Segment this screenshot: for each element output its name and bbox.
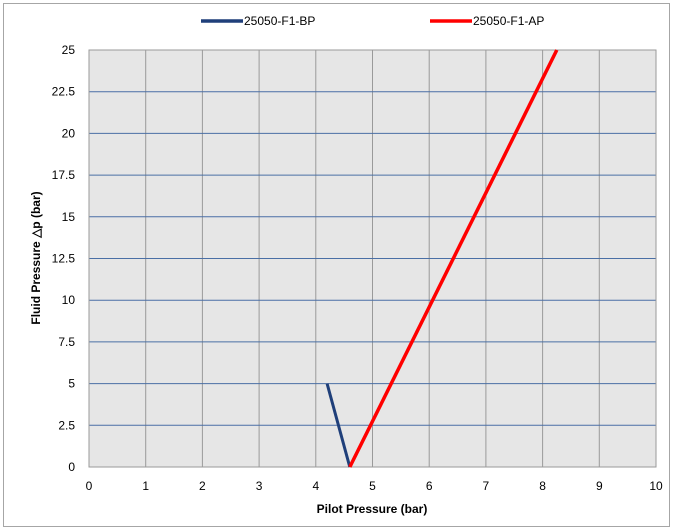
- legend-label: 25050-F1-AP: [473, 14, 544, 28]
- y-tick-label: 22.5: [52, 85, 76, 99]
- x-axis-title: Pilot Pressure (bar): [317, 502, 428, 516]
- x-axis-ticks: 0 1 2 3 4 5 6 7 8 9 10: [86, 479, 663, 493]
- y-axis-ticks: 0 2.5 5 7.5 10 12.5 15 17.5 20 22.5 25: [52, 43, 76, 474]
- legend: 25050-F1-BP 25050-F1-AP: [201, 14, 544, 28]
- x-tick-label: 4: [312, 479, 319, 493]
- x-tick-label: 7: [483, 479, 490, 493]
- y-tick-label: 0: [68, 460, 75, 474]
- y-tick-label: 2.5: [58, 418, 75, 432]
- x-tick-label: 0: [86, 479, 93, 493]
- series-lines: [325, 49, 559, 468]
- plot-border: [88, 49, 657, 468]
- legend-label: 25050-F1-BP: [244, 14, 315, 28]
- grid: [88, 49, 657, 468]
- y-tick-label: 15: [62, 210, 76, 224]
- x-tick-label: 8: [539, 479, 546, 493]
- y-tick-label: 17.5: [52, 168, 76, 182]
- x-tick-label: 9: [596, 479, 603, 493]
- y-tick-label: 7.5: [58, 335, 75, 349]
- x-tick-label: 2: [199, 479, 206, 493]
- y-tick-label: 10: [62, 293, 76, 307]
- x-tick-label: 5: [369, 479, 376, 493]
- series-line-2: [348, 49, 559, 468]
- y-tick-label: 20: [62, 126, 76, 140]
- y-tick-label: 12.5: [52, 252, 76, 266]
- y-tick-label: 25: [62, 43, 76, 57]
- x-tick-label: 6: [426, 479, 433, 493]
- x-tick-label: 3: [256, 479, 263, 493]
- x-tick-label: 1: [142, 479, 149, 493]
- series-line-1: [325, 383, 352, 468]
- y-tick-label: 5: [68, 377, 75, 391]
- x-tick-label: 10: [649, 479, 663, 493]
- y-axis-title: Fluid Pressure △p (bar): [29, 191, 43, 324]
